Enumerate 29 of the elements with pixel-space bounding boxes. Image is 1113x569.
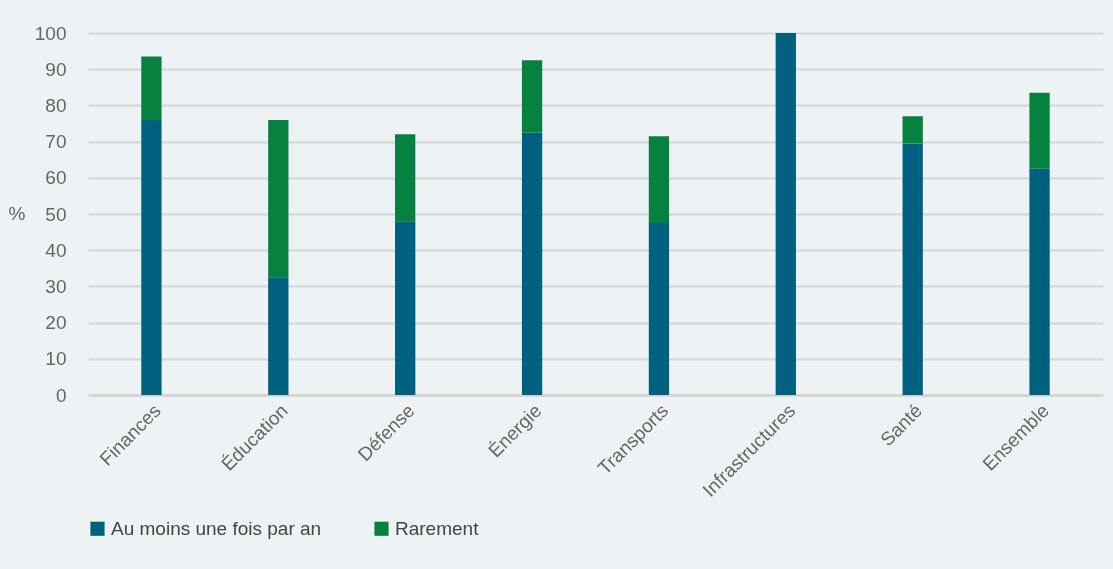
y-tick-label: 50 [45, 203, 67, 225]
bar [268, 277, 289, 395]
bar [395, 134, 416, 222]
legend-label: Rarement [395, 517, 480, 539]
y-tick-label: 0 [55, 384, 67, 406]
y-tick-label: 60 [45, 167, 67, 189]
y-tick-label: 90 [45, 58, 67, 80]
bar [902, 143, 923, 395]
bar [521, 60, 543, 133]
bar [648, 136, 670, 224]
y-tick-label: 10 [45, 348, 67, 370]
bar [902, 116, 923, 144]
y-tick-label: 40 [45, 239, 67, 261]
bar [268, 119, 289, 278]
legend-label: Au moins une fois par an [111, 517, 322, 539]
y-tick-label: 80 [45, 94, 67, 116]
bar [775, 33, 796, 395]
bar [1029, 92, 1050, 169]
y-tick-label: 70 [45, 131, 67, 153]
bar [521, 132, 543, 395]
bar [395, 221, 416, 395]
y-tick-label: 100 [34, 22, 67, 44]
bar [141, 56, 162, 120]
y-axis-title: % [8, 202, 26, 224]
bar [1029, 168, 1050, 395]
bar [141, 119, 162, 395]
bar [648, 223, 670, 395]
y-tick-label: 30 [45, 275, 67, 297]
y-tick-label: 20 [45, 312, 67, 334]
